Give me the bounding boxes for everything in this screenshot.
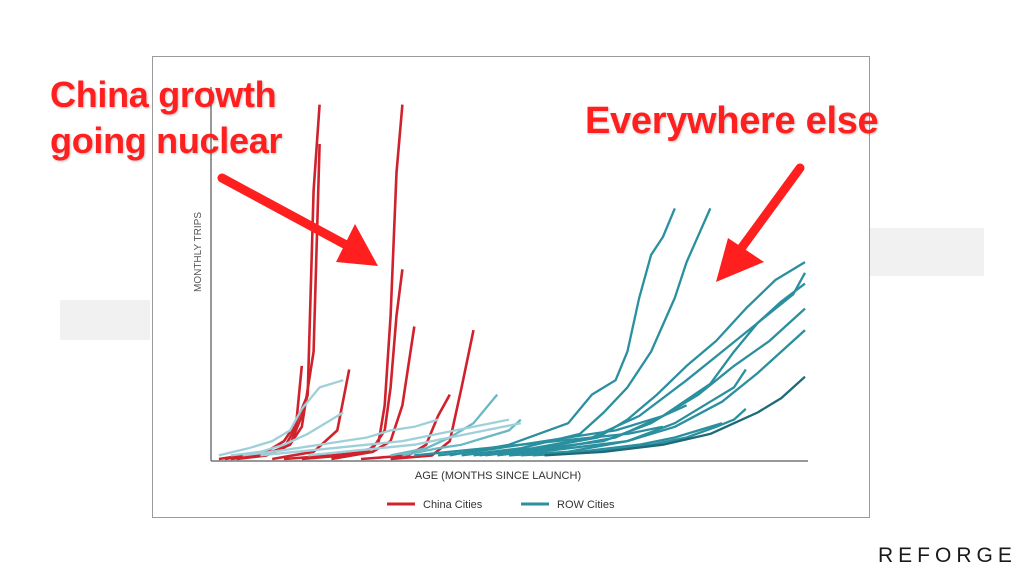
callout-china: China growth going nuclear — [50, 72, 282, 164]
chart-svg: MONTHLY TRIPS AGE (MONTHS SINCE LAUNCH) … — [193, 87, 808, 511]
row-city-line-26 — [230, 411, 344, 457]
row-city-line-10 — [449, 207, 676, 457]
y-axis-label: MONTHLY TRIPS — [193, 212, 204, 292]
brand-logo-text: REFORGE — [878, 544, 1017, 567]
chart-frame: MONTHLY TRIPS AGE (MONTHS SINCE LAUNCH) … — [152, 56, 870, 518]
china-city-line-4 — [271, 369, 351, 461]
row-city-line-16 — [508, 329, 806, 457]
row-city-line-29 — [307, 422, 522, 457]
row-city-line-11 — [461, 207, 712, 457]
china-city-line-9 — [390, 329, 475, 461]
x-axis-label: AGE (MONTHS SINCE LAUNCH) — [415, 470, 581, 482]
china-city-line-1 — [224, 143, 321, 461]
row-city-line-28 — [260, 418, 510, 457]
row-city-line-13 — [473, 272, 807, 457]
row-city-line-25 — [218, 379, 344, 457]
row-city-line-27 — [242, 418, 439, 457]
legend: China Cities ROW Cities — [387, 499, 615, 511]
callout-china-line2: going nuclear — [50, 120, 283, 161]
row-city-line-15 — [485, 307, 806, 457]
row-city-line-21 — [437, 404, 688, 457]
callout-everywhere-else: Everywhere else — [585, 100, 879, 142]
legend-label-china: China Cities — [423, 499, 483, 511]
row-city-line-20 — [544, 375, 806, 457]
row-city-line-24 — [402, 418, 522, 457]
china-city-line-3 — [236, 394, 309, 461]
row-city-line-22 — [414, 425, 664, 457]
china-city-line-6 — [301, 269, 404, 461]
legend-label-row: ROW Cities — [557, 499, 615, 511]
china-city-line-7 — [331, 326, 416, 461]
series-layer — [218, 104, 807, 461]
background-ghost-block — [60, 300, 150, 340]
china-city-line-8 — [360, 393, 451, 461]
callout-china-line1: China growth — [50, 74, 277, 115]
